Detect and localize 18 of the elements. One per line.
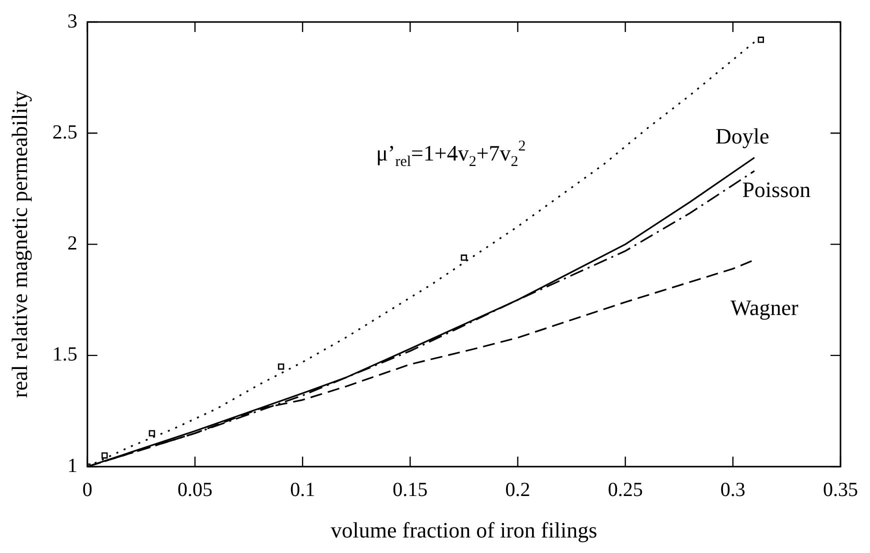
- series-label: Doyle: [716, 124, 770, 149]
- x-tick-label: 0.05: [177, 478, 212, 501]
- x-tick-label: 0.2: [505, 478, 530, 501]
- y-tick-label: 2: [67, 232, 78, 255]
- x-tick-label: 0.35: [823, 478, 858, 501]
- y-tick-label: 1: [67, 454, 78, 477]
- y-axis-title: real relative magnetic permeability: [6, 90, 32, 398]
- x-tick-label: 0: [82, 478, 92, 501]
- y-tick-label: 3: [67, 10, 78, 32]
- x-tick-label: 0.25: [608, 478, 643, 501]
- x-tick-label: 0.15: [392, 478, 428, 501]
- x-axis-title: volume fraction of iron filings: [330, 518, 598, 543]
- x-tick-label: 0.1: [290, 478, 316, 501]
- x-tick-label: 0.3: [720, 478, 746, 501]
- y-tick-label: 1.5: [52, 344, 78, 366]
- series-label: Poisson: [742, 176, 811, 202]
- series-label: Wagner: [730, 294, 800, 320]
- y-tick-label: 2.5: [52, 121, 78, 144]
